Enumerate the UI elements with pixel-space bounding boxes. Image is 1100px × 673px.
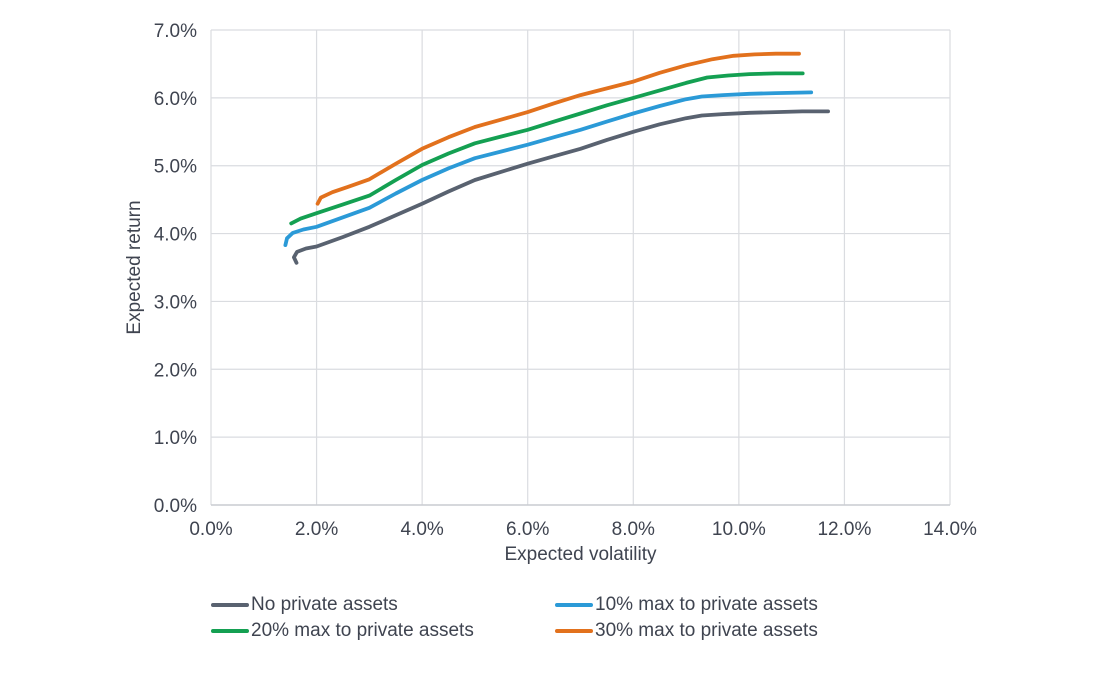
series-line-10pct-max-private-assets — [283, 90, 814, 247]
y-tick-label: 7.0% — [154, 21, 197, 42]
x-tick-label: 14.0% — [923, 519, 977, 540]
x-tick-label: 0.0% — [189, 519, 232, 540]
y-tick-label: 4.0% — [154, 225, 197, 246]
y-tick-label: 3.0% — [154, 292, 197, 313]
legend-label-20pct-max: 20% max to private assets — [251, 620, 474, 641]
legend-label-no-private-assets: No private assets — [251, 594, 398, 615]
y-tick-label: 5.0% — [154, 157, 197, 178]
y-tick-label: 1.0% — [154, 428, 197, 449]
legend-label-30pct-max: 30% max to private assets — [595, 620, 818, 641]
legend-item-no-private-assets: No private assets — [211, 595, 398, 615]
legend-swatch-30pct-max — [555, 629, 593, 633]
series-line-20pct-max-private-assets — [289, 71, 805, 226]
y-axis-title: Expected return — [124, 200, 145, 334]
y-tick-label: 0.0% — [154, 496, 197, 517]
x-axis-title: Expected volatility — [504, 544, 657, 565]
x-tick-label: 12.0% — [817, 519, 871, 540]
x-tick-label: 2.0% — [295, 519, 338, 540]
x-tick-label: 8.0% — [612, 519, 655, 540]
series-line-no-private-assets — [292, 109, 830, 265]
series-line-30pct-max-private-assets — [315, 51, 801, 206]
x-tick-label: 6.0% — [506, 519, 549, 540]
legend-item-30pct-max: 30% max to private assets — [555, 621, 818, 641]
legend-label-10pct-max: 10% max to private assets — [595, 594, 818, 615]
legend-swatch-10pct-max — [555, 603, 593, 607]
x-tick-label: 10.0% — [712, 519, 766, 540]
legend-item-20pct-max: 20% max to private assets — [211, 621, 474, 641]
legend-swatch-no-private-assets — [211, 603, 249, 607]
legend-swatch-20pct-max — [211, 629, 249, 633]
chart-svg: 0.0% 2.0% 4.0% 6.0% 8.0% 10.0% 12.0% 14.0% 0.0% 1… — [124, 21, 977, 565]
y-tick-label: 6.0% — [154, 89, 197, 110]
legend-item-10pct-max: 10% max to private assets — [555, 595, 818, 615]
y-tick-label: 2.0% — [154, 360, 197, 381]
x-tick-label: 4.0% — [400, 519, 443, 540]
